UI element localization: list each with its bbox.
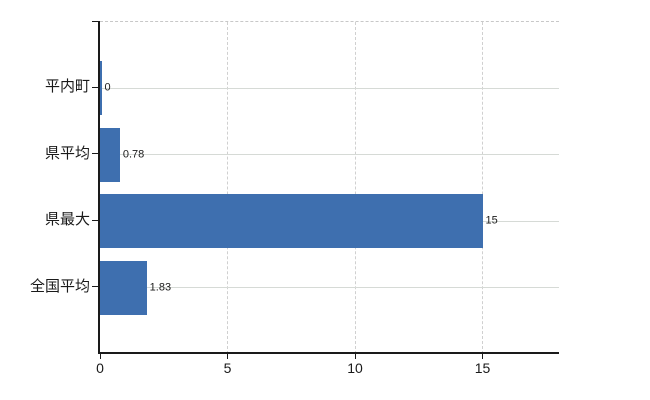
plot-area: 0 0.78 15 1.83 — [100, 21, 559, 354]
category-label: 県平均 — [44, 144, 90, 162]
x-tick-mark — [99, 354, 101, 359]
horizontal-gridline — [100, 154, 559, 156]
value-label: 0.78 — [122, 148, 145, 161]
bar — [100, 260, 147, 315]
x-tick-label: 10 — [347, 360, 363, 376]
category-label: 県最大 — [44, 210, 90, 228]
y-tick-mark — [92, 286, 98, 288]
x-axis-line — [98, 352, 559, 354]
value-label: 15 — [485, 214, 498, 227]
x-tick-label: 15 — [474, 360, 491, 376]
y-tick-mark — [92, 219, 98, 221]
x-tick-label: 5 — [223, 360, 232, 376]
x-tick-mark — [354, 354, 356, 359]
x-tick-mark — [482, 354, 483, 359]
y-axis-line — [98, 21, 100, 353]
vertical-gridline — [227, 22, 228, 354]
x-tick-mark — [227, 354, 228, 359]
category-label: 平内町 — [44, 78, 90, 96]
horizontal-gridline — [100, 87, 559, 89]
horizontal-gridline — [100, 287, 559, 289]
y-tick-mark — [92, 21, 98, 22]
value-label: 1.83 — [149, 281, 172, 294]
vertical-gridline — [482, 22, 483, 354]
vertical-gridline — [354, 22, 356, 354]
y-tick-mark — [92, 86, 98, 88]
y-tick-mark — [92, 153, 98, 155]
bar — [100, 194, 483, 249]
bar — [100, 61, 102, 116]
category-label: 全国平均 — [29, 277, 90, 295]
x-tick-label: 0 — [96, 360, 104, 376]
value-label: 0 — [104, 81, 111, 94]
bar — [100, 127, 120, 182]
